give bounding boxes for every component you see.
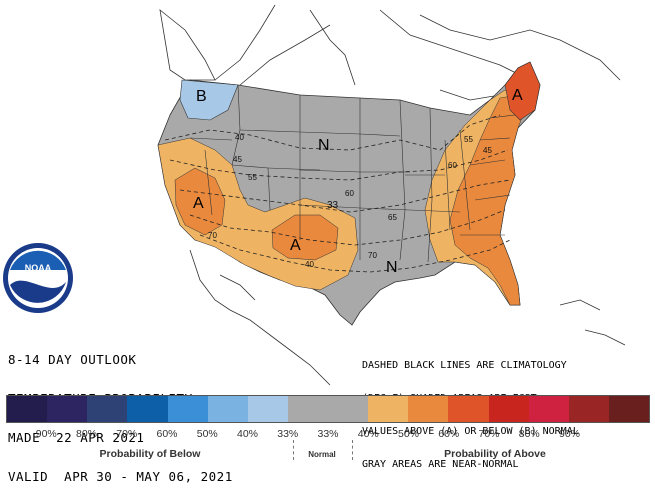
legend-tick-label: 40% <box>236 428 259 440</box>
isotherm-label: 45 <box>233 155 242 164</box>
isotherm-label: 70 <box>368 251 377 260</box>
isotherm-label: 60 <box>448 161 457 170</box>
noaa-logo-text: NOAA <box>25 263 52 273</box>
legend-tick-label: 60% <box>438 428 460 440</box>
legend-swatch <box>247 396 288 422</box>
isotherm-label-33: 33 <box>327 200 339 211</box>
noaa-logo: NOAA <box>3 243 73 313</box>
isotherm-label: 45 <box>483 146 492 155</box>
isotherm-label: 65 <box>388 213 397 222</box>
legend-swatch <box>368 396 409 422</box>
legend-swatch <box>568 396 609 422</box>
legend-swatch <box>488 396 529 422</box>
legend-swatch <box>528 396 569 422</box>
legend-swatch <box>608 396 649 422</box>
legend-tick-label: 33% <box>317 428 339 440</box>
canada-outline <box>159 4 621 101</box>
above-label-northeast: A <box>512 87 523 104</box>
climatology-isotherms <box>164 114 511 273</box>
above-label-west: A <box>193 195 204 212</box>
title-line: 8-14 DAY OUTLOOK <box>8 352 137 367</box>
isotherm-label: 40 <box>305 260 314 269</box>
legend-tick-label: 50% <box>397 428 420 440</box>
legend-swatch <box>167 396 208 422</box>
above-40-west-region <box>174 167 226 236</box>
isotherm-label: 70 <box>208 231 217 240</box>
near-normal-label-south: N <box>386 259 398 276</box>
legend-tick-label: 60% <box>156 428 178 440</box>
above-50-new-england-region <box>504 61 541 121</box>
title-line: MADE 22 APR 2021 <box>8 430 145 445</box>
legend-tick-label: 33% <box>277 428 299 440</box>
legend-swatch <box>448 396 489 422</box>
probability-legend <box>6 395 650 423</box>
legend-tick-label: 80% <box>518 428 540 440</box>
legend-tick-label: 70% <box>478 428 500 440</box>
above-40-east-region <box>449 94 526 306</box>
legend-tick-label: 90% <box>558 428 581 440</box>
above-label-plains: A <box>290 237 301 254</box>
legend-tick-label: 40% <box>357 428 379 440</box>
probability-below-label: Probability of Below <box>99 448 201 460</box>
note-line: VALUES ABOVE (A) OR BELOW (B) NORMAL <box>362 426 579 437</box>
note-line: DASHED BLACK LINES ARE CLIMATOLOGY <box>362 360 567 371</box>
legend-swatch <box>7 396 48 422</box>
isotherm-label: 55 <box>248 173 257 182</box>
legend-divider-right <box>352 440 353 460</box>
legend-swatch <box>328 396 369 422</box>
temperature-outlook-map: B A A A N N 40 45 55 70 60 65 70 40 55 4… <box>3 4 626 386</box>
legend-tick-label: 80% <box>75 428 98 440</box>
isotherm-label: 60 <box>345 189 354 198</box>
legend-tick-label: 90% <box>35 428 57 440</box>
legend-swatch <box>47 396 88 422</box>
near-normal-label-north: N <box>318 137 330 154</box>
normal-label: Normal <box>308 450 336 459</box>
legend-swatch <box>87 396 128 422</box>
legend-divider-left <box>293 440 294 460</box>
legend-tick-label: 70% <box>116 428 138 440</box>
legend-swatch <box>287 396 328 422</box>
legend-swatch <box>408 396 449 422</box>
legend-swatch <box>207 396 248 422</box>
mexico-outline <box>189 249 626 386</box>
legend-tick-label: 50% <box>196 428 218 440</box>
note-line: GRAY AREAS ARE NEAR-NORMAL <box>362 459 519 470</box>
isotherm-label: 55 <box>464 135 473 144</box>
above-40-plains-region <box>271 214 339 261</box>
title-line: VALID APR 30 - MAY 06, 2021 <box>8 469 233 484</box>
isotherm-label: 40 <box>235 133 244 142</box>
legend-swatch <box>127 396 168 422</box>
probability-above-label: Probability of Above <box>444 448 546 460</box>
below-label: B <box>196 88 207 105</box>
